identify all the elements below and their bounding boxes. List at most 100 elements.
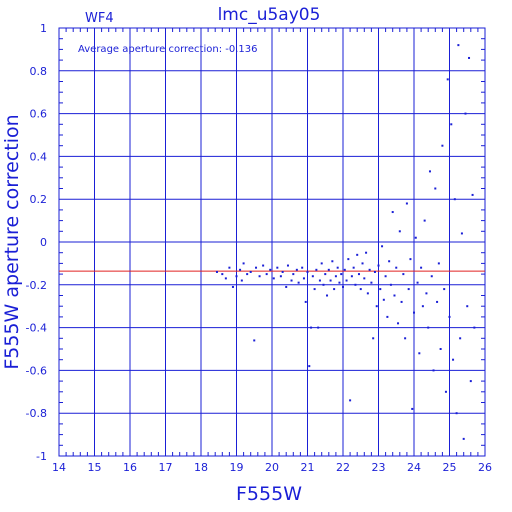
- y-tick-label: -0.4: [26, 322, 47, 335]
- data-point: [310, 326, 313, 329]
- data-point: [272, 277, 275, 280]
- data-point: [253, 339, 256, 342]
- data-point: [400, 300, 403, 303]
- y-tick-label: 0.2: [30, 193, 48, 206]
- data-point: [437, 262, 440, 265]
- data-point: [471, 193, 474, 196]
- average-annotation: Average aperture correction: -0.136: [78, 44, 258, 55]
- data-point: [329, 279, 332, 282]
- x-tick-label: 22: [336, 461, 350, 474]
- data-point: [356, 253, 359, 256]
- data-point: [404, 337, 407, 340]
- data-point: [395, 266, 398, 269]
- data-point: [361, 262, 364, 265]
- data-point: [318, 279, 321, 282]
- data-point: [336, 266, 339, 269]
- x-tick-label: 14: [52, 461, 66, 474]
- data-point: [391, 211, 394, 214]
- data-point: [285, 285, 288, 288]
- y-tick-label: -0.2: [26, 279, 47, 292]
- data-point: [350, 275, 353, 278]
- data-point: [366, 292, 369, 295]
- data-point: [420, 266, 423, 269]
- data-point: [368, 268, 371, 271]
- data-point: [381, 245, 384, 248]
- data-point: [297, 281, 300, 284]
- y-tick-label: -0.6: [26, 364, 47, 377]
- data-point: [304, 300, 307, 303]
- data-point: [377, 264, 380, 267]
- x-tick-label: 19: [230, 461, 244, 474]
- data-point: [372, 337, 375, 340]
- data-point: [292, 273, 295, 276]
- data-point: [255, 266, 258, 269]
- y-tick-label: -0.8: [26, 407, 47, 420]
- data-point: [452, 358, 455, 361]
- data-point: [397, 322, 400, 325]
- data-point: [430, 275, 433, 278]
- data-point: [215, 270, 218, 273]
- data-point: [246, 273, 249, 276]
- data-point: [308, 365, 311, 368]
- data-point: [315, 268, 318, 271]
- x-tick-label: 15: [88, 461, 102, 474]
- data-point: [457, 44, 460, 47]
- data-point: [334, 275, 337, 278]
- data-point: [228, 266, 231, 269]
- data-point: [450, 123, 453, 126]
- data-point: [455, 412, 458, 415]
- x-tick-label: 23: [372, 461, 386, 474]
- data-point: [331, 260, 334, 263]
- data-point: [393, 294, 396, 297]
- data-point: [359, 288, 362, 291]
- data-point: [373, 270, 376, 273]
- y-axis-label: F555W aperture correction: [1, 114, 23, 369]
- data-point: [357, 273, 360, 276]
- x-tick-label: 20: [265, 461, 279, 474]
- x-tick-label: 17: [159, 461, 173, 474]
- data-point: [409, 258, 412, 261]
- data-point: [425, 292, 428, 295]
- data-point: [402, 273, 405, 276]
- data-point: [405, 202, 408, 205]
- data-point: [382, 298, 385, 301]
- data-point: [324, 273, 327, 276]
- y-tick-label: 1: [40, 22, 47, 35]
- data-point: [301, 266, 304, 269]
- data-point: [242, 262, 245, 265]
- data-point: [466, 305, 469, 308]
- data-point: [428, 170, 431, 173]
- data-point: [340, 273, 343, 276]
- data-point: [398, 230, 401, 233]
- data-point: [434, 187, 437, 190]
- x-axis-label: F555W: [236, 483, 302, 505]
- data-point: [423, 219, 426, 222]
- y-tick-label: 0.6: [30, 108, 48, 121]
- x-tick-label: 24: [407, 461, 421, 474]
- data-point: [295, 268, 298, 271]
- data-point: [446, 78, 449, 81]
- data-point: [313, 288, 316, 291]
- x-tick-label: 25: [443, 461, 457, 474]
- data-point: [262, 264, 265, 267]
- data-point: [322, 283, 325, 286]
- data-point: [462, 437, 465, 440]
- data-point: [279, 275, 282, 278]
- data-point: [459, 337, 462, 340]
- y-tick-label: 0: [40, 236, 47, 249]
- data-point: [411, 407, 414, 410]
- data-point: [416, 281, 419, 284]
- x-tick-label: 16: [123, 461, 137, 474]
- data-point: [333, 288, 336, 291]
- data-point: [386, 315, 389, 318]
- y-tick-label: 0.8: [30, 65, 48, 78]
- data-point: [389, 283, 392, 286]
- data-point: [363, 277, 366, 280]
- data-point: [379, 288, 382, 291]
- data-point: [421, 305, 424, 308]
- data-point: [249, 270, 252, 273]
- data-point: [432, 369, 435, 372]
- data-point: [468, 56, 471, 59]
- data-point: [327, 268, 330, 271]
